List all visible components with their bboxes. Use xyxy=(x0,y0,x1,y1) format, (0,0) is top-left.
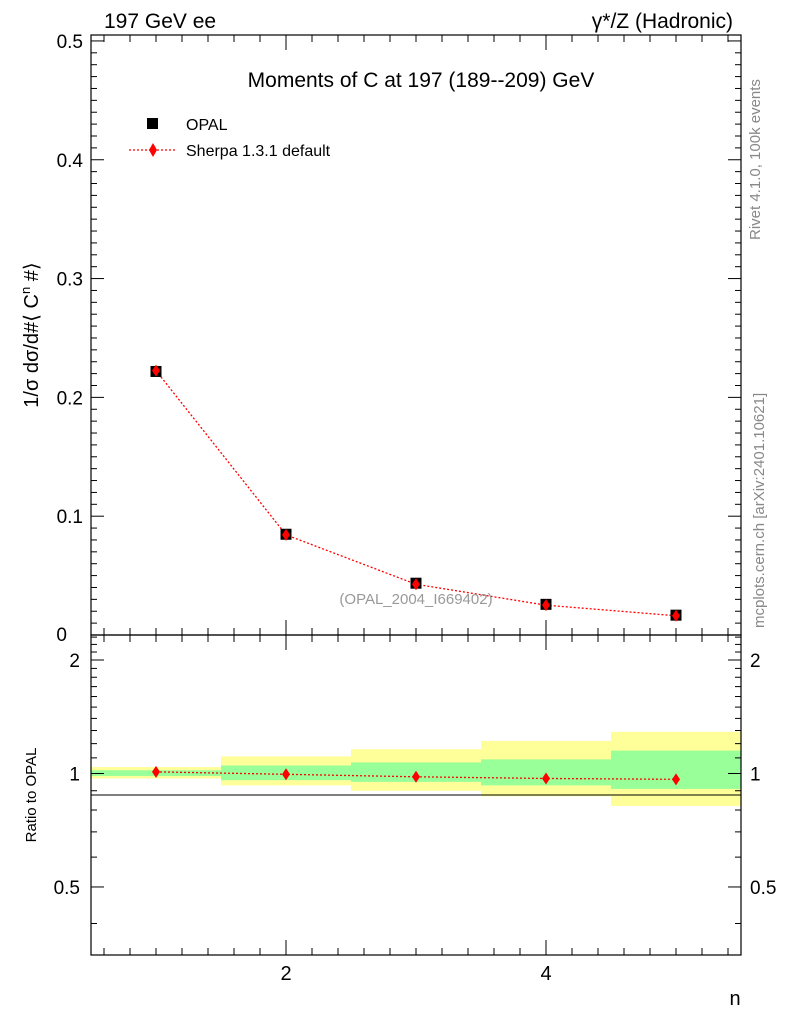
ratio-ytick-label-right: 0.5 xyxy=(750,878,776,899)
ratio-ytick-label-right: 2 xyxy=(750,651,761,672)
chart-title: Moments of C at 197 (189--209) GeV xyxy=(248,69,595,92)
x-axis-label: n xyxy=(729,988,740,1010)
ratio-ylabel: Ratio to OPAL xyxy=(23,748,40,843)
main-ylabel-sup: n xyxy=(18,287,33,294)
ratio-frame xyxy=(90,634,742,956)
ratio-ytick-label: 1 xyxy=(69,764,80,785)
ratio-mc-point xyxy=(412,770,420,783)
ratio-xtick-label: 4 xyxy=(540,963,551,985)
mc-point xyxy=(412,578,420,591)
header-right-label: γ*/Z (Hadronic) xyxy=(592,10,733,33)
ratio-mc-point xyxy=(152,765,160,778)
ratio-ytick-label: 2 xyxy=(69,651,80,672)
ratio-xtick-label: 2 xyxy=(280,963,291,985)
ratio-panel: 2 4 0.5 0.5 1 1 2 2 Ratio to OPAL n xyxy=(23,634,776,1010)
legend-data-label: OPAL xyxy=(186,117,228,134)
main-ytick-label: 0.1 xyxy=(57,507,83,528)
main-ytick-label-zero: 0 xyxy=(56,625,67,646)
mc-point xyxy=(282,528,290,541)
main-ytick-label: 0.3 xyxy=(57,270,83,291)
ratio-mc-point xyxy=(542,772,550,785)
main-panel: Moments of C at 197 (189--209) GeV 0.10.… xyxy=(18,32,742,646)
rivet-label: Rivet 4.1.0, 100k events xyxy=(747,79,764,240)
analysis-label: (OPAL_2004_I669402) xyxy=(339,591,492,608)
ratio-mc-point xyxy=(282,768,290,781)
header-left-label: 197 GeV ee xyxy=(104,10,216,33)
main-ytick-label: 0.5 xyxy=(57,32,83,53)
mc-points xyxy=(152,364,680,622)
ratio-ytick-label-right: 1 xyxy=(750,764,761,785)
ratio-mc-points xyxy=(152,765,680,786)
mc-point xyxy=(672,609,680,622)
mcplots-label: mcplots.cern.ch [arXiv:2401.10621] xyxy=(751,393,768,628)
main-ytick-label: 0.4 xyxy=(57,151,84,172)
main-ylabel: 1/σ dσ/d#⟨ Cn #⟩ xyxy=(18,262,43,407)
ratio-ytick-label: 0.5 xyxy=(54,878,80,899)
main-ytick-label: 0.2 xyxy=(57,388,83,409)
main-ylabel-suffix: #⟩ xyxy=(21,262,43,286)
main-axis-ticks: 0.1 0.2 0.3 0.4 0.5 xyxy=(57,32,741,635)
legend-mc-label: Sherpa 1.3.1 default xyxy=(186,143,331,160)
legend-mc-marker xyxy=(149,143,157,157)
legend: OPAL Sherpa 1.3.1 default xyxy=(129,117,331,160)
ratio-axis-ticks: 2 4 0.5 0.5 1 1 2 2 xyxy=(54,635,776,985)
mc-point xyxy=(152,364,160,377)
mc-point xyxy=(542,599,550,612)
legend-data-marker xyxy=(147,118,158,129)
main-ylabel-prefix: 1/σ dσ/d#⟨ C xyxy=(21,294,43,408)
ratio-mc-point xyxy=(672,773,680,786)
